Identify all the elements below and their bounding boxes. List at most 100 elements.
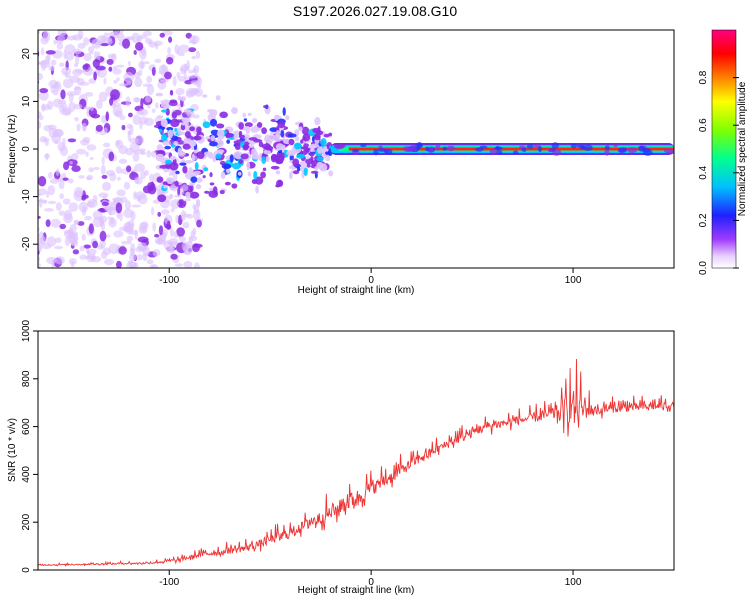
heatmap-cell [33, 163, 37, 171]
heatmap-cell [105, 36, 113, 43]
heatmap-cell [319, 163, 328, 172]
heatmap-cell [261, 156, 267, 164]
heatmap-cell [32, 28, 36, 37]
xtick-label: 100 [565, 577, 582, 588]
heatmap-cell [162, 228, 168, 237]
xtick-label: -100 [159, 275, 179, 286]
heatmap-cell [98, 91, 108, 102]
heatmap-cell [113, 79, 118, 84]
heatmap-cell [79, 245, 85, 252]
heatmap-cell [108, 243, 120, 255]
heatmap-cell [32, 87, 37, 91]
heatmap-cell [172, 75, 177, 87]
snr-xlabel: Height of straight line (km) [298, 585, 415, 596]
heatmap-cell [188, 69, 194, 74]
heatmap-cell [184, 159, 194, 164]
heatmap-cell [220, 171, 226, 180]
heatmap-cell [133, 262, 139, 268]
heatmap-cell [46, 236, 57, 247]
heatmap-cell [57, 35, 66, 42]
heatmap-cell [177, 147, 182, 156]
heatmap-cell [59, 62, 65, 67]
heatmap-cell [119, 211, 123, 222]
heatmap-cell [40, 59, 51, 69]
heatmap-cell [195, 177, 203, 183]
heatmap-cell [190, 80, 201, 85]
heatmap-cell [42, 137, 50, 142]
heatmap-cell [301, 126, 310, 135]
heatmap-cell [205, 136, 211, 140]
heatmap-cell [74, 219, 80, 225]
heatmap-cell [68, 92, 74, 103]
heatmap-cell [26, 261, 31, 266]
heatmap-cell [169, 89, 174, 96]
colorbar-tick-label: 0.2 [698, 213, 709, 227]
heatmap-cell [54, 256, 65, 265]
heatmap-cell [188, 236, 193, 244]
heatmap-cell [129, 264, 135, 268]
heatmap-cell [140, 171, 147, 180]
heatmap-cell [225, 132, 230, 139]
heatmap-cell [583, 144, 593, 152]
heatmap-cell [133, 49, 137, 55]
heatmap-cell [123, 181, 131, 190]
snr-frame [37, 330, 675, 571]
heatmap-cell [92, 240, 99, 249]
heatmap-cell [109, 216, 115, 225]
heatmap-cell [195, 198, 201, 208]
heatmap-cell [159, 32, 166, 38]
heatmap-cell [195, 50, 201, 60]
heatmap-cell [305, 148, 310, 153]
heatmap-cell [183, 260, 193, 268]
heatmap-cell [95, 124, 103, 132]
heatmap-cell [132, 191, 137, 200]
heatmap-cell [618, 147, 628, 153]
heatmap-cell [115, 64, 125, 68]
heatmap-cell [570, 143, 577, 149]
heatmap-cell [155, 153, 165, 162]
heatmap-cell [551, 142, 559, 149]
colorbar-tick-label: 0.6 [698, 118, 709, 132]
heatmap-cell [133, 71, 141, 79]
heatmap-cell [303, 167, 308, 177]
heatmap-cell [38, 176, 47, 187]
heatmap-cell [207, 153, 216, 159]
colorbar-tick-label: 0.4 [698, 165, 709, 179]
heatmap-cell [351, 148, 360, 152]
heatmap-cell [38, 41, 39, 44]
heatmap-cell [27, 68, 33, 77]
heatmap-cell [69, 161, 73, 165]
heatmap-cell [475, 147, 484, 152]
heatmap-cell [219, 111, 228, 119]
heatmap-cell [275, 130, 280, 138]
heatmap-cell [139, 121, 143, 130]
heatmap-cell [175, 170, 180, 175]
heatmap-cell [38, 59, 39, 61]
heatmap-cell [178, 44, 190, 53]
heatmap-cell [188, 167, 193, 174]
heatmap-cell [62, 198, 71, 205]
heatmap-cell [287, 133, 297, 138]
ytick-label: -20 [21, 237, 32, 252]
heatmap-cell [191, 243, 200, 253]
heatmap-cell [250, 126, 259, 133]
heatmap-cell [81, 233, 87, 241]
heatmap-cell [40, 47, 45, 56]
heatmap-cell [249, 144, 255, 149]
heatmap-cell [113, 230, 124, 238]
heatmap-cell [159, 99, 171, 104]
heatmap-cell [38, 262, 41, 268]
heatmap-cell [122, 38, 131, 49]
heatmap-cell [123, 208, 134, 219]
heatmap-cell [53, 39, 58, 45]
heatmap-cell [233, 151, 243, 160]
heatmap-cell [156, 149, 165, 154]
heatmap-cell [132, 114, 142, 125]
heatmap-cell [25, 142, 31, 146]
heatmap-cell [59, 193, 64, 200]
xtick-label: 0 [368, 577, 374, 588]
figure-title: S197.2026.027.19.08.G10 [293, 3, 457, 19]
heatmap-cell [292, 158, 300, 167]
ytick-label: 200 [21, 513, 32, 530]
